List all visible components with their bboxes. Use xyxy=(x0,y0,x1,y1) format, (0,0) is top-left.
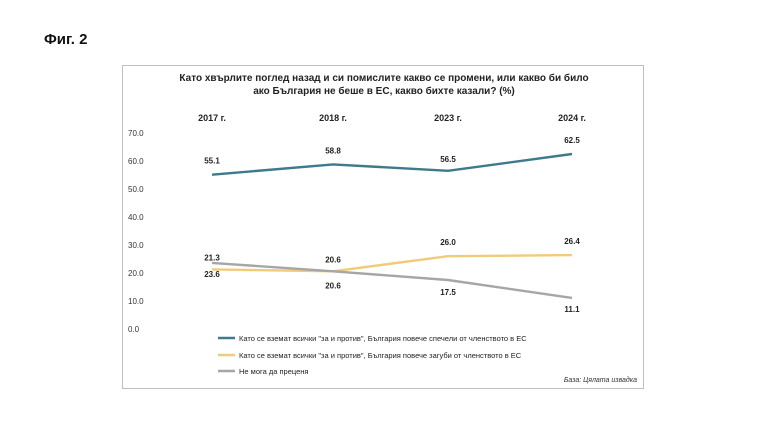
data-label: 17.5 xyxy=(440,288,456,297)
data-label: 26.0 xyxy=(440,238,456,247)
data-label: 62.5 xyxy=(564,136,580,145)
y-tick-label: 10.0 xyxy=(128,297,144,306)
year-label: 2018 г. xyxy=(319,113,347,123)
y-tick-label: 70.0 xyxy=(128,129,144,138)
data-label: 58.8 xyxy=(325,146,341,155)
series-line-3 xyxy=(211,261,573,300)
y-tick-label: 20.0 xyxy=(128,269,144,278)
data-label: 23.6 xyxy=(204,270,220,279)
year-label: 2023 г. xyxy=(434,113,462,123)
chart-title-line: Като хвърлите поглед назад и си помислит… xyxy=(179,72,588,84)
y-tick-label: 0.0 xyxy=(128,325,140,334)
legend-entry: Като се вземат всички "за и против", Бъл… xyxy=(239,351,522,360)
year-label: 2017 г. xyxy=(198,113,226,123)
figure-label: Фиг. 2 xyxy=(44,31,88,48)
y-tick-label: 30.0 xyxy=(128,241,144,250)
legend-entry: Като се вземат всички "за и против", Бъл… xyxy=(239,334,527,343)
y-tick-label: 40.0 xyxy=(128,213,144,222)
chart-frame: Като хвърлите поглед назад и си помислит… xyxy=(122,65,644,389)
data-label: 26.4 xyxy=(564,237,580,246)
year-label: 2024 г. xyxy=(558,113,586,123)
data-label: 11.1 xyxy=(564,305,580,314)
legend-entry: Не мога да преценя xyxy=(239,367,308,376)
y-tick-label: 60.0 xyxy=(128,157,144,166)
data-label: 56.5 xyxy=(440,155,456,164)
data-label: 21.3 xyxy=(204,253,220,262)
source-note: База: Цялата извадка xyxy=(564,376,637,384)
chart-title-line: ако България не беше в ЕС, какво бихте к… xyxy=(253,85,515,97)
series-line-2 xyxy=(211,253,573,273)
y-tick-label: 50.0 xyxy=(128,185,144,194)
data-label: 20.6 xyxy=(325,281,341,290)
line-chart: Като хвърлите поглед назад и си помислит… xyxy=(128,72,637,384)
data-label: 20.6 xyxy=(325,255,341,264)
data-label: 55.1 xyxy=(204,157,220,166)
series-line-1 xyxy=(211,152,573,176)
